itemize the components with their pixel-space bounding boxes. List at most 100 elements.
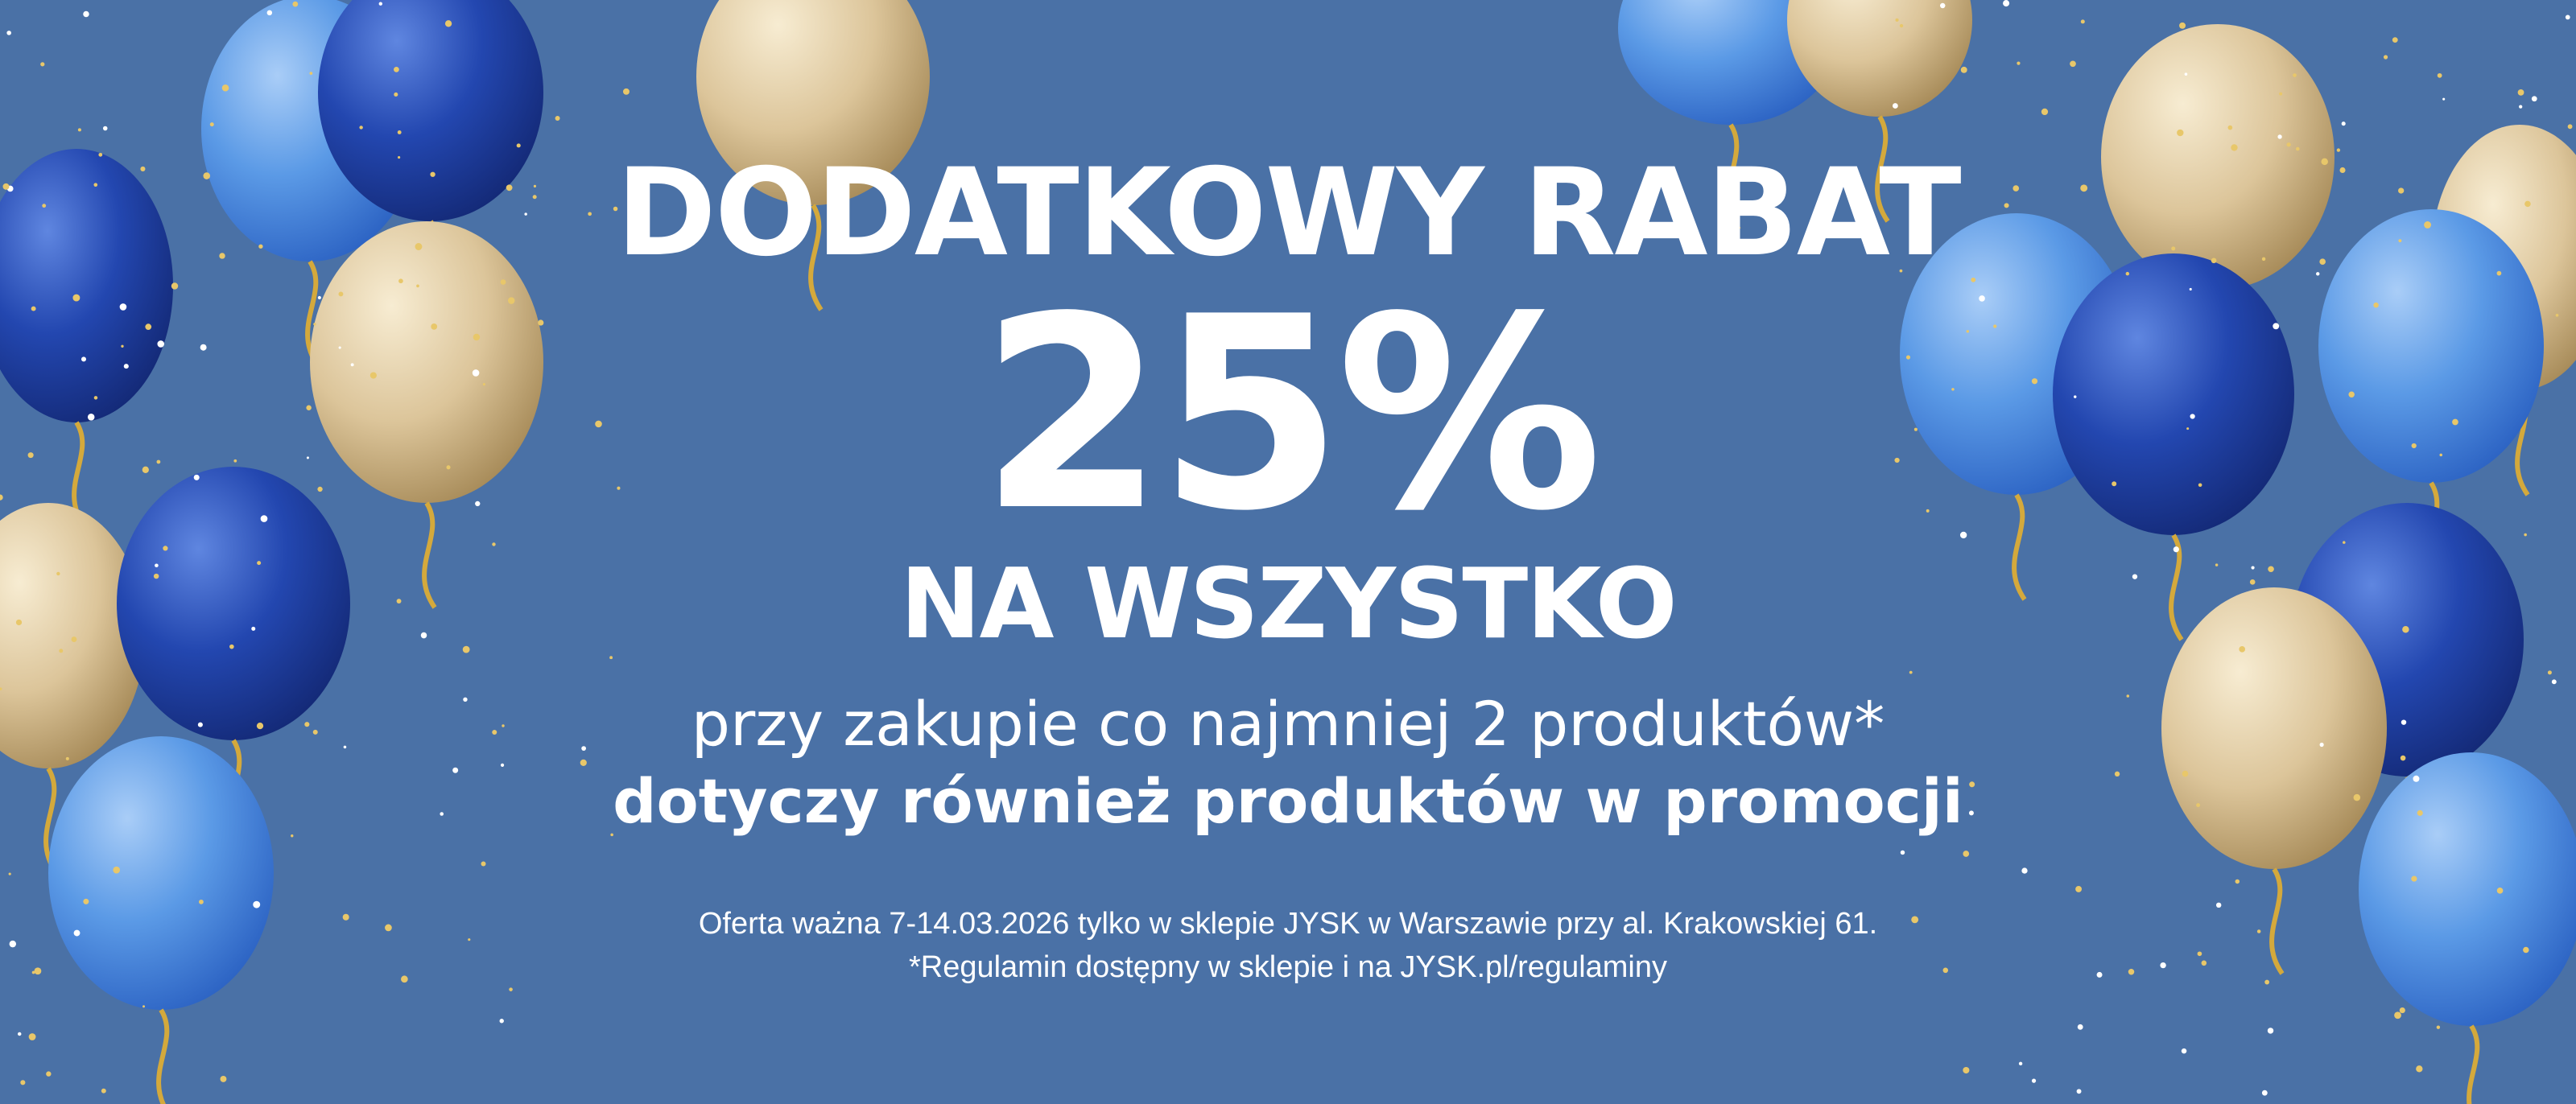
confetti — [2293, 73, 2297, 77]
confetti — [71, 636, 77, 642]
confetti — [2496, 888, 2504, 894]
confetti — [2231, 144, 2238, 151]
confetti — [20, 1080, 26, 1085]
confetti — [251, 626, 256, 631]
ribbon — [2012, 493, 2027, 601]
confetti — [2339, 167, 2346, 173]
subheadline: NA WSZYSTKO — [900, 549, 1678, 661]
confetti — [2, 183, 10, 190]
confetti — [394, 92, 398, 97]
confetti — [401, 975, 408, 983]
confetti — [2227, 125, 2233, 130]
confetti — [1900, 850, 1905, 855]
confetti — [1911, 916, 1919, 924]
confetti — [2341, 122, 2346, 126]
confetti — [2031, 378, 2038, 385]
confetti — [613, 206, 618, 212]
balloon — [2318, 209, 2544, 483]
confetti — [2077, 1024, 2083, 1030]
confetti — [481, 861, 486, 867]
confetti — [34, 967, 42, 975]
confetti — [2273, 323, 2280, 330]
confetti — [9, 940, 17, 948]
confetti — [98, 152, 103, 157]
ribbon — [156, 1008, 170, 1104]
confetti — [524, 212, 527, 216]
confetti — [2531, 96, 2537, 102]
confetti — [499, 1019, 504, 1024]
confetti — [2031, 1078, 2037, 1083]
discount-value: 25% — [980, 260, 1603, 569]
confetti — [2524, 200, 2531, 208]
confetti — [342, 913, 349, 921]
confetti — [291, 834, 294, 838]
confetti — [2004, 203, 2009, 208]
confetti — [73, 929, 80, 937]
balloon — [1618, 0, 1843, 125]
confetti — [219, 253, 225, 259]
confetti — [2319, 742, 2324, 748]
confetti — [1960, 66, 1967, 73]
confetti — [2316, 272, 2320, 276]
confetti — [171, 282, 179, 290]
confetti — [1951, 388, 1955, 391]
confetti — [2496, 270, 2502, 276]
confetti — [2181, 1048, 2187, 1054]
confetti — [260, 515, 268, 522]
confetti — [145, 323, 152, 331]
confetti — [1899, 269, 1903, 273]
confetti — [2003, 0, 2010, 7]
confetti — [2256, 929, 2261, 933]
confetti — [6, 31, 11, 35]
balloon — [48, 736, 274, 1010]
confetti — [416, 284, 419, 288]
confetti — [462, 645, 470, 653]
confetti — [2295, 146, 2300, 151]
confetti — [2565, 14, 2570, 20]
confetti — [8, 872, 11, 875]
confetti — [65, 756, 69, 760]
confetti — [2215, 563, 2219, 566]
confetti — [444, 20, 452, 27]
confetti — [1892, 103, 1898, 109]
confetti — [385, 924, 392, 932]
confetti — [304, 722, 310, 727]
balloon — [0, 503, 145, 768]
confetti — [468, 938, 471, 941]
confetti — [1993, 324, 1997, 328]
confetti — [2336, 148, 2341, 152]
confetti — [102, 126, 108, 131]
confetti — [500, 279, 506, 285]
confetti — [2394, 1011, 2401, 1020]
confetti — [440, 812, 444, 816]
confetti — [46, 1071, 52, 1077]
confetti — [2096, 971, 2103, 978]
confetti — [229, 644, 234, 649]
confetti — [2400, 755, 2406, 761]
confetti — [338, 346, 341, 349]
ribbon — [422, 501, 437, 609]
confetti — [312, 729, 318, 735]
confetti — [2398, 187, 2405, 194]
confetti — [56, 571, 60, 576]
confetti — [83, 10, 89, 18]
confetti — [431, 323, 438, 330]
confetti — [581, 746, 586, 751]
confetti — [532, 195, 537, 200]
confetti — [609, 656, 613, 660]
confetti — [313, 323, 316, 326]
confetti — [394, 66, 399, 72]
confetti — [2524, 533, 2527, 537]
confetti — [306, 405, 312, 410]
confetti — [83, 898, 89, 904]
confetti — [2547, 670, 2552, 675]
confetti — [500, 763, 505, 767]
confetti — [1968, 810, 1974, 816]
confetti — [610, 833, 613, 837]
balloon — [117, 467, 350, 740]
confetti — [475, 501, 481, 507]
confetti — [622, 88, 630, 95]
confetti — [31, 970, 35, 974]
confetti — [93, 183, 98, 187]
confetti — [2114, 771, 2120, 777]
